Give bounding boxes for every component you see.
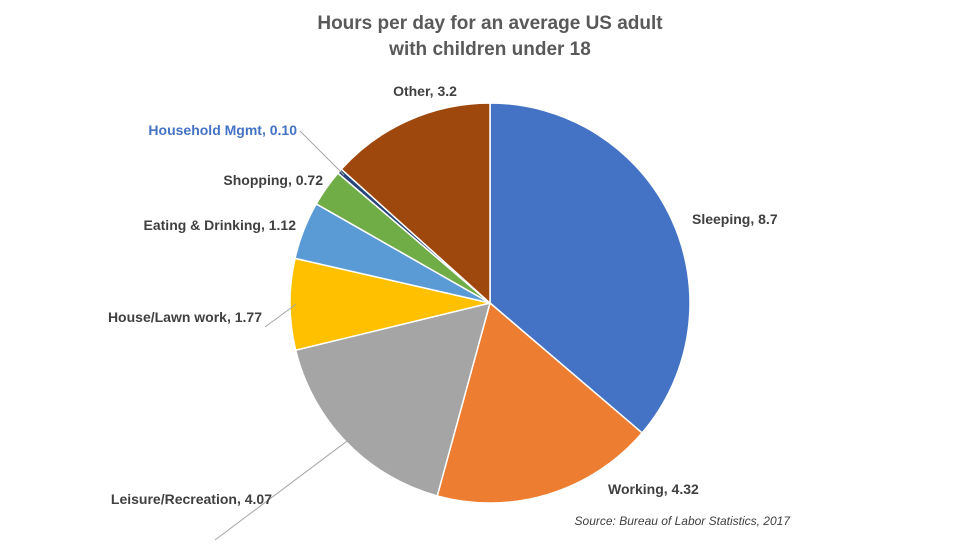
category-label: House/Lawn work [108,309,227,325]
source-note: Source: Bureau of Labor Statistics, 2017 [575,514,792,528]
leader-line [299,130,345,176]
data-label: Shopping, 0.72 [223,172,323,188]
data-label: House/Lawn work, 1.77 [108,309,262,325]
value-label: 4.32 [672,481,699,497]
category-label: Working [608,481,664,497]
pie-slice [340,102,491,305]
data-label: Eating & Drinking, 1.12 [144,217,297,233]
category-label: Household Mgmt [148,122,262,138]
pie-slice [489,102,691,434]
value-label: 1.77 [235,309,262,325]
leader-line [214,437,352,541]
value-label: 8.7 [758,211,778,227]
chart-title: Hours per day for an average US adult [317,13,663,34]
value-label: 3.2 [437,83,457,99]
value-label: 4.07 [245,491,272,507]
data-label: Sleeping, 8.7 [692,211,778,227]
category-label: Sleeping [692,211,750,227]
data-label: Household Mgmt, 0.10 [148,122,297,138]
category-label: Leisure/Recreation [111,491,237,507]
value-label: 0.72 [296,172,323,188]
value-label: 1.12 [269,217,296,233]
leader-line [264,303,297,328]
category-label: Shopping [223,172,288,188]
chart-title: with children under 18 [388,39,591,60]
data-label: Working, 4.32 [608,481,699,497]
pie-slice [436,301,644,504]
category-label: Other [393,83,431,99]
pie-slice [294,301,492,497]
data-label: Leisure/Recreation, 4.07 [111,491,272,507]
value-label: 0.10 [270,122,297,138]
data-label: Other, 3.2 [393,83,457,99]
category-label: Eating & Drinking [144,217,261,233]
